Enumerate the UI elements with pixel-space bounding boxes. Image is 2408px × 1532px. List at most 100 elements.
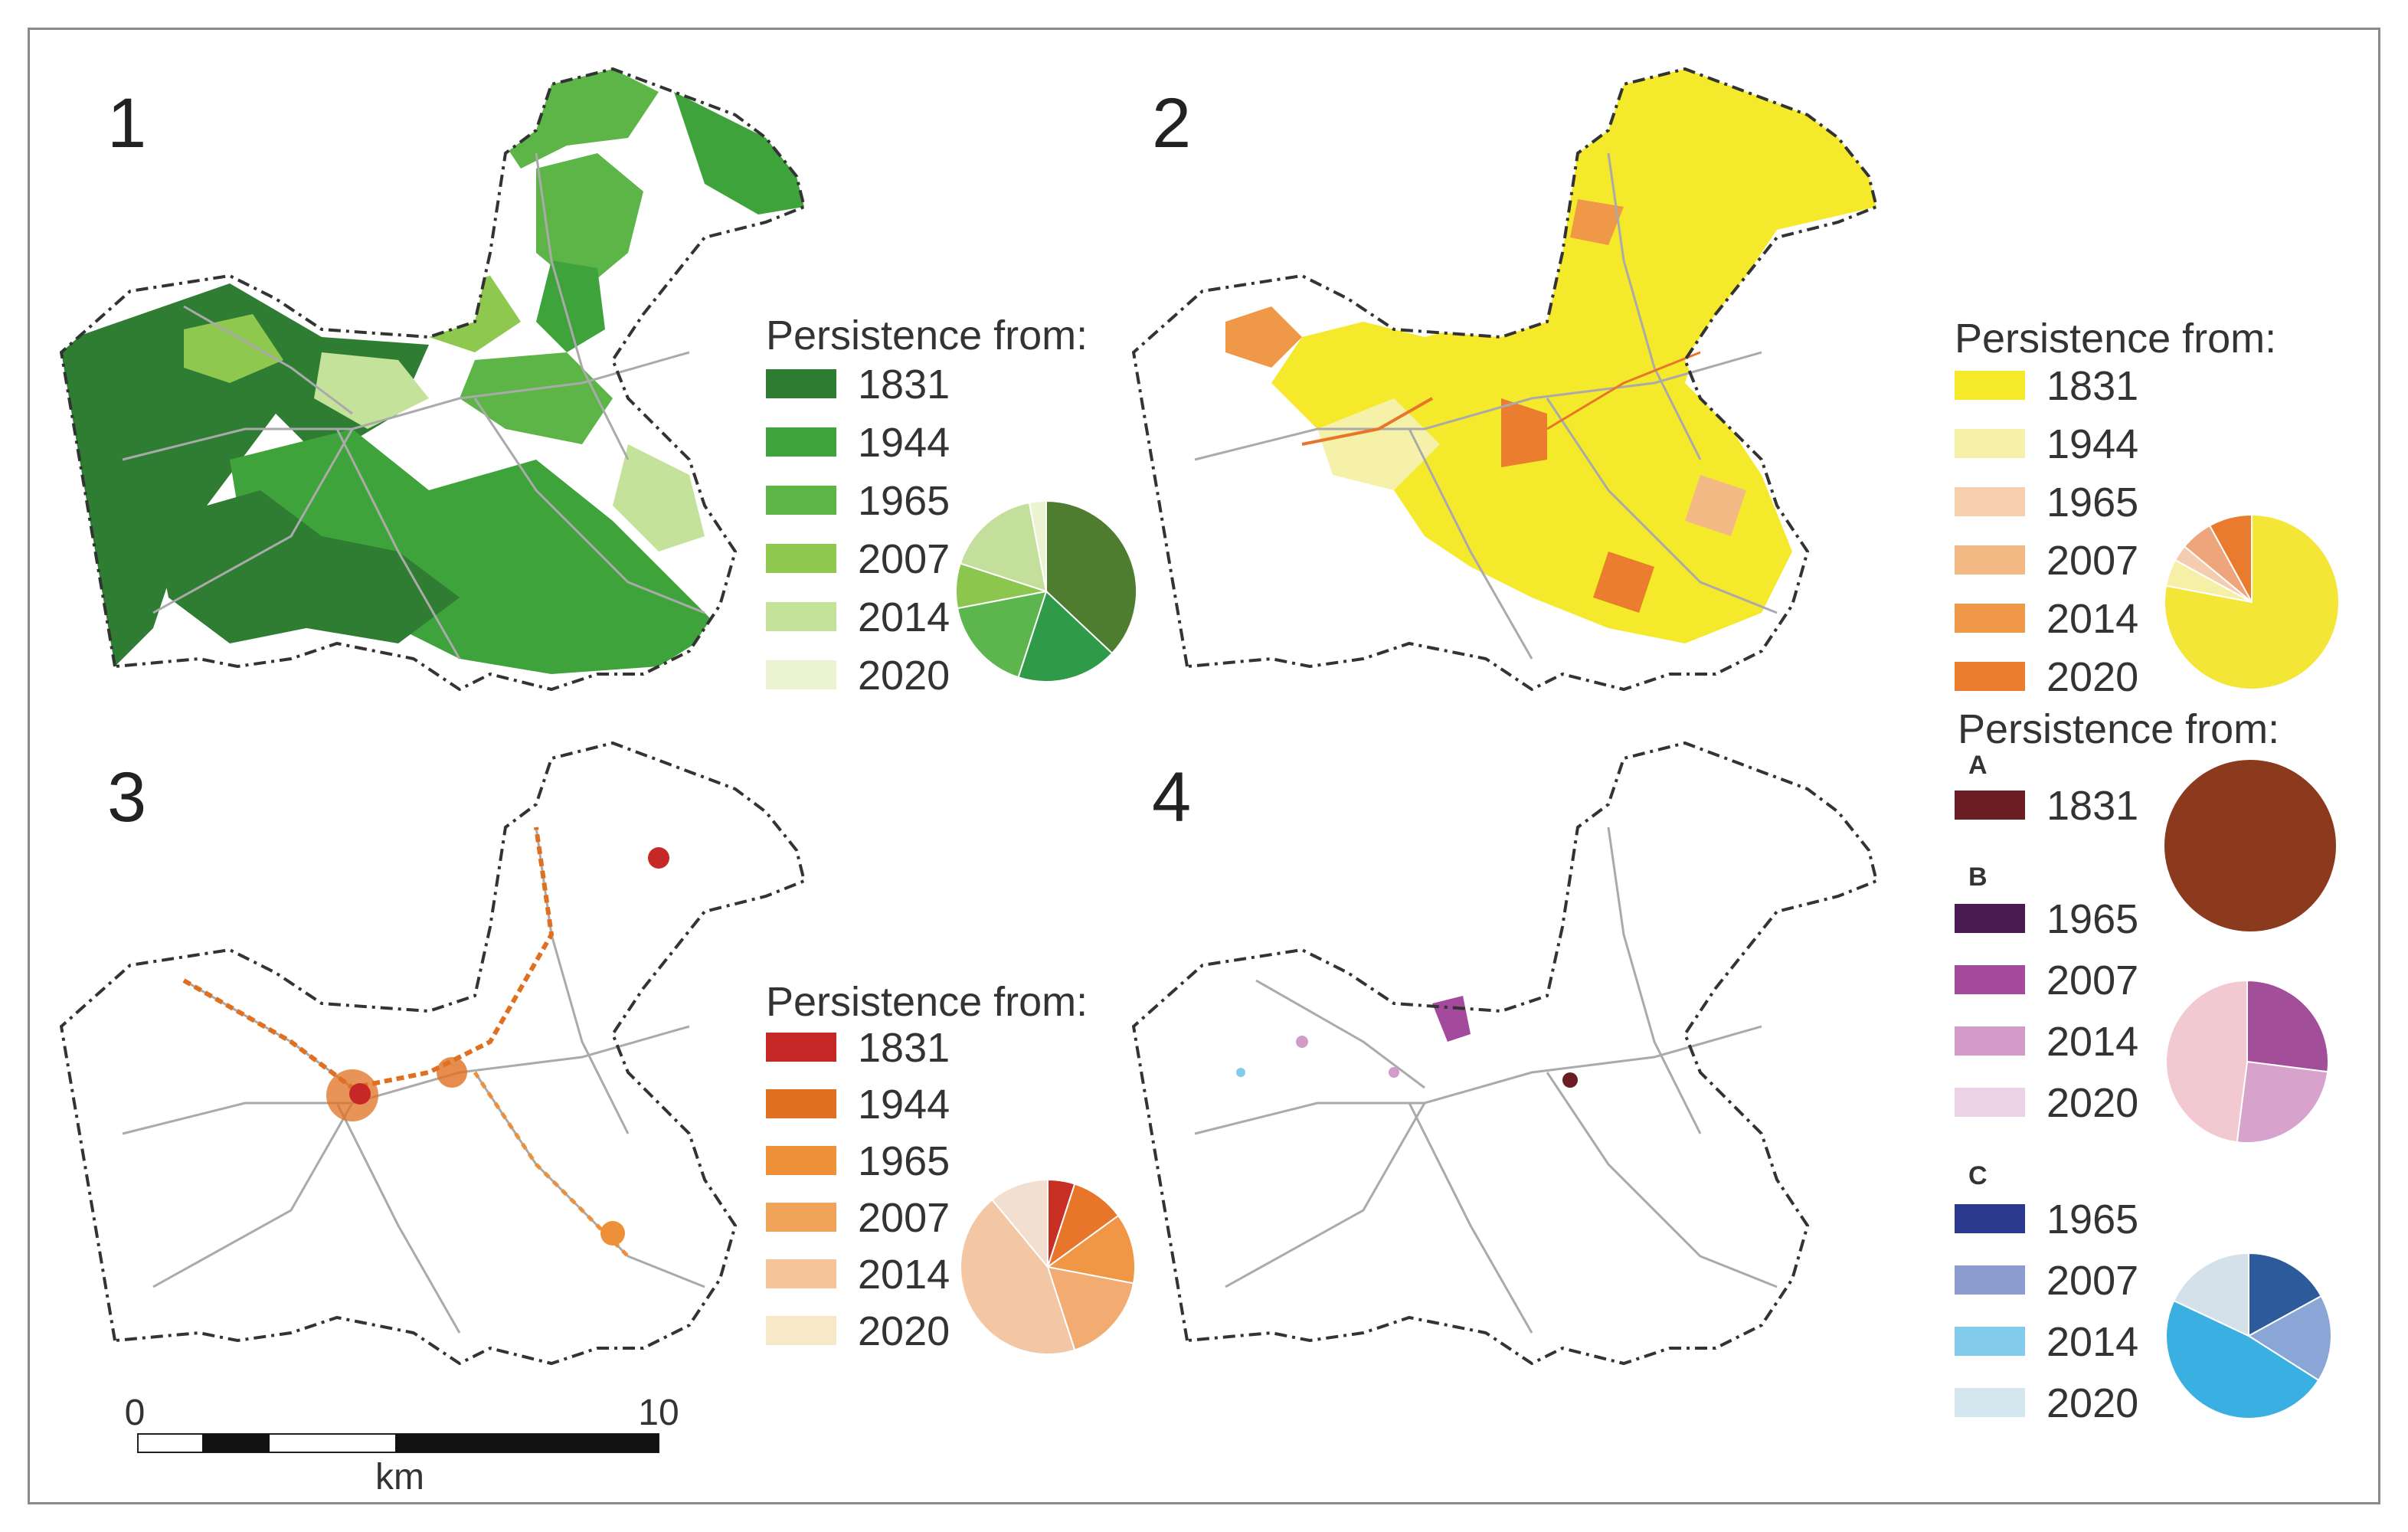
legend-swatch-2014: [766, 1259, 836, 1288]
legend-label-2014: 2014: [2046, 596, 2138, 642]
legend-label-1944: 1944: [858, 420, 950, 466]
legend-label-1831: 1831: [2046, 363, 2138, 409]
legend-swatch-1831: [766, 1033, 836, 1062]
panel-1-pie-chart: [955, 499, 1138, 683]
pie-p4-B-slice: [2246, 979, 2329, 1073]
legend-swatch-2014: [1955, 1026, 2025, 1056]
legend-swatch-1965: [766, 486, 836, 515]
figure-frame: [28, 28, 2380, 1504]
pie-p1-slice: [959, 501, 1048, 593]
legend-label-1965: 1965: [2046, 1196, 2138, 1242]
legend-label-2020: 2020: [858, 653, 950, 699]
scale-bar-segment: [202, 1434, 270, 1452]
scale-bar-start: 0: [125, 1393, 146, 1433]
panel-2-pie-chart: [2164, 513, 2340, 690]
legend-title: Persistence from:: [1958, 706, 2279, 752]
pie-p4-C-slice: [2172, 1252, 2249, 1337]
panel-4-pie-charts: [2164, 760, 2336, 1419]
legend-label-1831: 1831: [858, 362, 950, 408]
panel-3-pie-chart: [960, 1178, 1136, 1355]
legend-title: Persistence from:: [766, 313, 1088, 358]
legend-items: A 1831 B 1965 2007 2014 2020 C 1965 2007 2014 2020: [1955, 751, 2138, 1426]
legend-title: Persistence from:: [1955, 316, 2276, 362]
legend-swatch-1965: [1955, 1204, 2025, 1233]
legend-label-2007: 2007: [858, 1195, 950, 1241]
pie-p4-C-slice: [2165, 1299, 2320, 1419]
legend-swatch-2007: [766, 1203, 836, 1232]
legend-swatch-2014: [1955, 604, 2025, 633]
pie-p4-C-slice: [2248, 1252, 2322, 1337]
legend-swatch-1965: [1955, 487, 2025, 516]
legend-swatch-2014: [766, 602, 836, 631]
panel-3-map: [60, 741, 806, 1365]
legend-swatch-2020: [766, 1316, 836, 1345]
scale-bar: 0 10 km: [125, 1393, 679, 1498]
legend-label-2020: 2020: [2046, 1380, 2138, 1426]
legend-swatch-1831: [1955, 791, 2025, 820]
legend-swatch-2020: [1955, 662, 2025, 691]
legend-label-1831: 1831: [858, 1025, 950, 1071]
legend-label-2014: 2014: [2046, 1319, 2138, 1365]
legend-label-2020: 2020: [858, 1308, 950, 1354]
pie-p3-slice: [1046, 1183, 1120, 1269]
legend-label-1944: 1944: [858, 1082, 950, 1128]
legend-swatch-2020: [766, 660, 836, 689]
legend-swatch-2007: [1955, 545, 2025, 574]
pie-p3-slice: [960, 1198, 1076, 1355]
pie-p1-slice: [1045, 499, 1138, 655]
panel-2-number: 2: [1152, 84, 1191, 162]
pie-p4-C-slice: [2247, 1295, 2332, 1382]
panel-1-map: [60, 67, 806, 691]
pie-p3-slice: [1045, 1214, 1136, 1285]
pie-p1-slice: [956, 590, 1048, 679]
legend-label-1965: 1965: [858, 1138, 950, 1184]
pie-p4-B-slice: [2236, 1060, 2329, 1144]
panel-1-legend: Persistence from: 1831 1944 1965 2007 2014 20…: [766, 313, 1088, 699]
legend-label-2007: 2007: [2046, 1258, 2138, 1304]
pie-p3-slice: [990, 1178, 1049, 1269]
panel-4-map: [1132, 741, 1878, 1365]
scale-bar-end: 10: [638, 1393, 679, 1433]
legend-label-2020: 2020: [2046, 654, 2138, 700]
panel-2-legend: Persistence from: 1831 1944 1965 2007 2014 20…: [1955, 316, 2276, 700]
scale-bar-unit: km: [375, 1457, 424, 1498]
legend-label-2007: 2007: [2046, 958, 2138, 1003]
legend-label-2014: 2014: [858, 1252, 950, 1298]
legend-swatch-1944: [766, 1089, 836, 1118]
pie-p1-slice: [1028, 499, 1047, 592]
panel-3-legend: Persistence from: 1831 1944 1965 2007 2014 20…: [766, 979, 1088, 1354]
legend-label-1831: 1831: [2046, 783, 2138, 829]
legend-swatch-1965: [766, 1146, 836, 1175]
pie-p4-A-slice: [2164, 760, 2336, 931]
legend-label-2007: 2007: [2046, 538, 2138, 584]
panel-3-number: 3: [107, 758, 146, 836]
group-label-A: A: [1968, 751, 1988, 780]
legend-title: Persistence from:: [766, 979, 1088, 1025]
group-label-B: B: [1968, 863, 1988, 892]
legend-swatch-2007: [1955, 965, 2025, 994]
legend-items: 1831 1944 1965 2007 2014 2020: [1955, 363, 2138, 700]
legend-swatch-2007: [766, 544, 836, 573]
legend-label-1965: 1965: [858, 478, 950, 524]
legend-swatch-1944: [766, 427, 836, 457]
pie-p1-slice: [1017, 590, 1114, 683]
panel-1-number: 1: [107, 84, 146, 162]
panel-3: 3 Persistence from: 1831 1944 1965 2007 2014…: [60, 741, 1136, 1365]
group-label-C: C: [1968, 1161, 1988, 1190]
legend-label-2014: 2014: [858, 594, 950, 640]
legend-swatch-2007: [1955, 1265, 2025, 1295]
legend-swatch-2014: [1955, 1327, 2025, 1356]
legend-label-2014: 2014: [2046, 1019, 2138, 1065]
legend-swatch-2020: [1955, 1088, 2025, 1117]
scale-bar-segment: [395, 1434, 659, 1452]
panel-4-number: 4: [1152, 758, 1191, 836]
pie-p2-slice: [2208, 513, 2253, 603]
legend-label-1965: 1965: [2046, 480, 2138, 525]
legend-swatch-2020: [1955, 1388, 2025, 1417]
legend-swatch-1944: [1955, 429, 2025, 458]
panel-4-legend: Persistence from: A 1831 B 1965 2007 2014 2020…: [1955, 706, 2279, 1426]
panel-4: 4 Persistence from: A 1831 B 1965 2007 2014 20…: [1132, 706, 2336, 1426]
legend-swatch-1831: [766, 369, 836, 398]
